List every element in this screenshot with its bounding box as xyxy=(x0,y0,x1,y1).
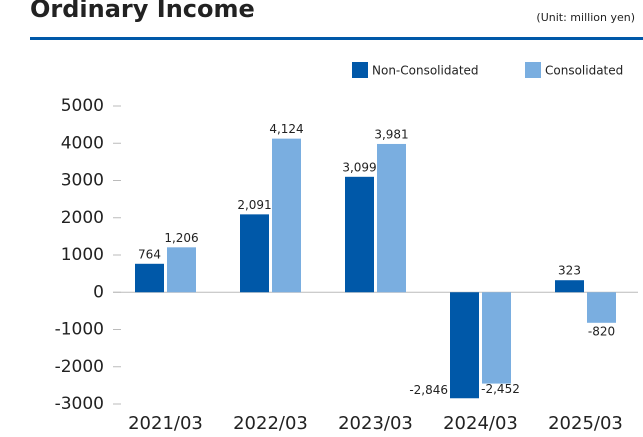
bar xyxy=(555,280,584,293)
bar xyxy=(482,292,511,384)
y-tick-label: 1000 xyxy=(61,245,104,265)
y-tick-label: 2000 xyxy=(61,208,104,228)
bar xyxy=(450,292,479,399)
value-label: 1,206 xyxy=(164,231,198,245)
value-label: -2,846 xyxy=(409,383,448,397)
y-tick-label: 0 xyxy=(93,282,104,302)
legend-label: Consolidated xyxy=(545,64,623,78)
y-tick-label: 3000 xyxy=(61,171,104,191)
bar xyxy=(587,292,616,323)
x-tick-label: 2021/03 xyxy=(128,413,203,434)
y-tick-label: 4000 xyxy=(61,133,104,153)
value-label: -2,452 xyxy=(481,382,520,396)
value-label: 2,091 xyxy=(237,198,271,212)
value-label: 3,981 xyxy=(374,127,408,141)
y-tick-label: -2000 xyxy=(55,357,104,377)
legend-label: Non-Consolidated xyxy=(372,64,479,78)
unit-note: (Unit: million yen) xyxy=(536,11,635,24)
x-tick-label: 2023/03 xyxy=(338,413,413,434)
bar xyxy=(240,214,269,293)
legend-swatch xyxy=(352,62,368,78)
chart-title: Ordinary Income xyxy=(30,0,255,23)
value-label: 764 xyxy=(138,247,161,261)
x-tick-label: 2022/03 xyxy=(233,413,308,434)
bar xyxy=(345,176,374,293)
legend-swatch xyxy=(525,62,541,78)
value-label: -820 xyxy=(588,324,615,338)
bar xyxy=(135,263,164,293)
y-tick-label: -3000 xyxy=(55,394,104,414)
y-tick-label: 5000 xyxy=(61,96,104,116)
bar xyxy=(167,247,196,293)
y-tick-label: -1000 xyxy=(55,320,104,340)
x-tick-label: 2025/03 xyxy=(548,413,623,434)
x-tick-label: 2024/03 xyxy=(443,413,518,434)
title-rule xyxy=(30,37,643,40)
bar xyxy=(272,138,301,293)
value-label: 3,099 xyxy=(342,160,376,174)
value-label: 323 xyxy=(558,264,581,278)
value-label: 4,124 xyxy=(269,122,303,136)
bar xyxy=(377,143,406,293)
